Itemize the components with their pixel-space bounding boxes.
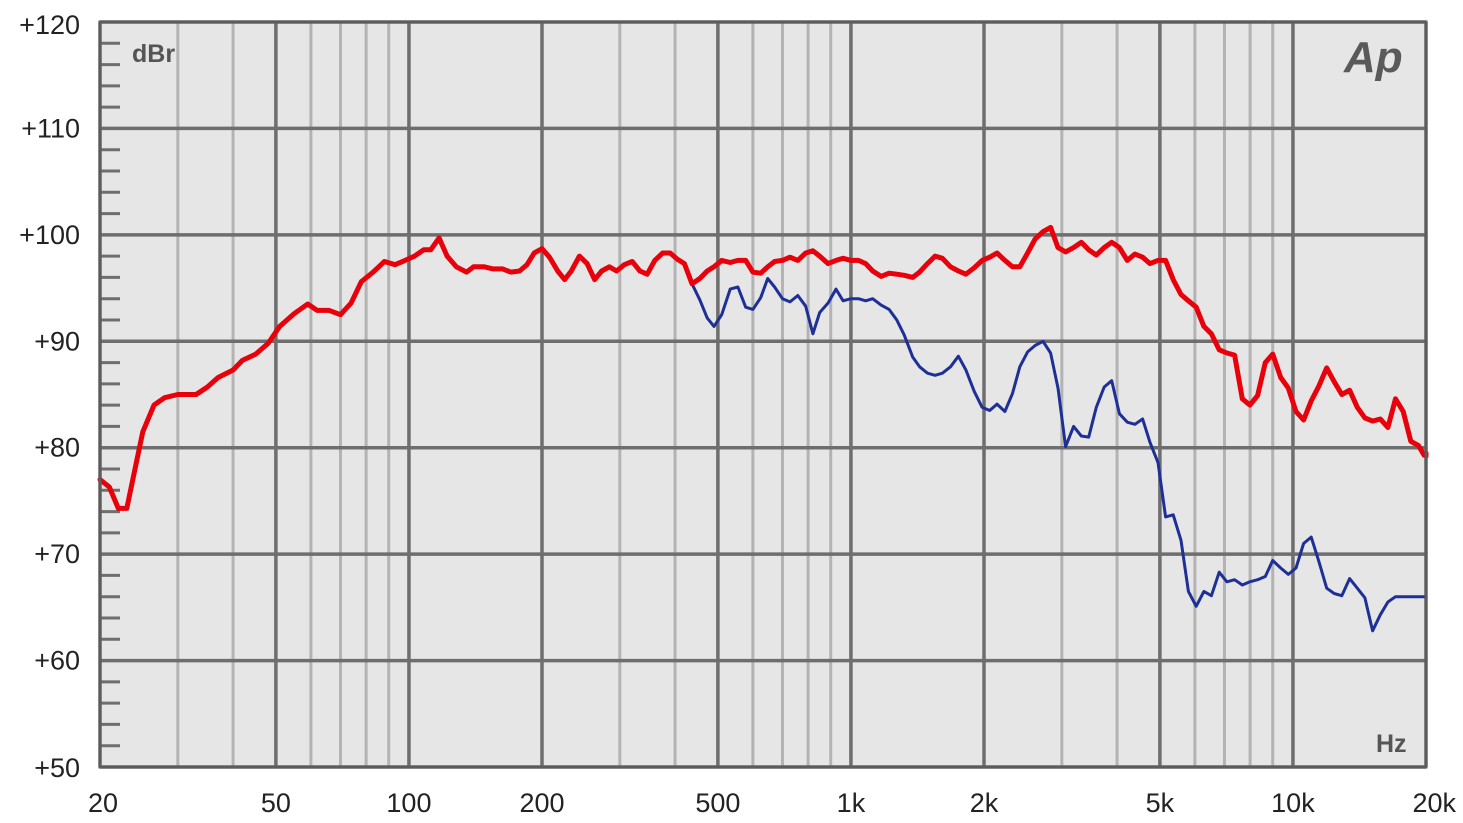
y-axis-unit-label: dBr <box>132 40 175 68</box>
plot-area <box>100 22 1426 767</box>
y-tick-label: +60 <box>34 646 80 676</box>
x-tick-label: 50 <box>261 788 291 818</box>
y-tick-label: +120 <box>19 10 80 40</box>
y-tick-label: +50 <box>34 753 80 783</box>
ap-logo: Ap <box>1343 33 1403 82</box>
y-tick-labels: +120 +110 +100 +90 +80 +70 +60 +50 <box>19 10 80 783</box>
x-axis-unit-label: Hz <box>1376 730 1407 758</box>
series-line-blue <box>690 277 1428 633</box>
x-tick-label: 200 <box>519 788 564 818</box>
y-minor-ticks <box>100 41 120 748</box>
x-tick-label: 20k <box>1412 788 1456 818</box>
plot-border <box>98 20 1428 769</box>
x-tick-label: 20 <box>88 788 118 818</box>
y-tick-label: +80 <box>34 433 80 463</box>
x-tick-label: 2k <box>970 788 999 818</box>
x-tick-label: 10k <box>1271 788 1315 818</box>
x-tick-label: 100 <box>386 788 431 818</box>
y-tick-label: +70 <box>34 539 80 569</box>
y-tick-label: +110 <box>21 113 80 143</box>
series-layer <box>97 224 1429 633</box>
x-tick-label: 500 <box>695 788 740 818</box>
y-tick-label: +100 <box>19 220 80 250</box>
y-tick-label: +90 <box>34 326 80 356</box>
x-tick-label: 5k <box>1146 788 1175 818</box>
series-line-red <box>97 224 1429 511</box>
x-tick-labels: 20 50 100 200 500 1k 2k 5k 10k 20k <box>88 788 1456 818</box>
x-tick-label: 1k <box>837 788 866 818</box>
